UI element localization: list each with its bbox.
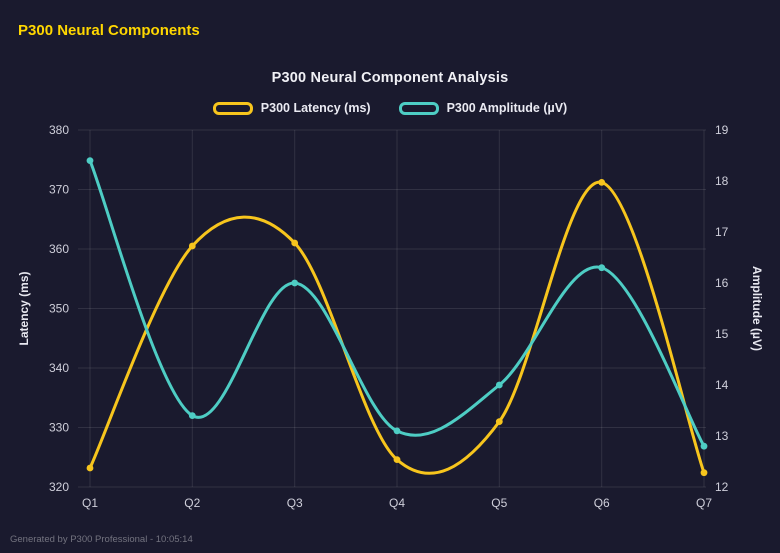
svg-text:Q4: Q4 bbox=[389, 496, 405, 510]
svg-text:360: 360 bbox=[49, 242, 69, 256]
svg-text:18: 18 bbox=[715, 174, 729, 188]
svg-text:Q1: Q1 bbox=[82, 496, 98, 510]
legend-swatch-icon bbox=[398, 101, 439, 115]
page-title: P300 Neural Components bbox=[18, 22, 200, 39]
data-point bbox=[188, 412, 196, 419]
svg-text:350: 350 bbox=[49, 302, 69, 316]
legend-label: P300 Amplitude (µV) bbox=[446, 101, 568, 115]
legend-item-1[interactable]: P300 Amplitude (µV) bbox=[398, 101, 568, 115]
svg-text:380: 380 bbox=[49, 123, 69, 137]
svg-text:13: 13 bbox=[715, 429, 729, 443]
svg-text:16: 16 bbox=[715, 276, 729, 290]
svg-text:Q3: Q3 bbox=[287, 496, 303, 510]
legend-label: P300 Latency (ms) bbox=[260, 101, 371, 115]
right-axis-title: Amplitude (µV) bbox=[750, 266, 764, 351]
svg-text:330: 330 bbox=[49, 421, 69, 435]
data-point bbox=[393, 427, 401, 435]
chart-title: P300 Neural Component Analysis bbox=[271, 70, 509, 86]
left-axis-title: Latency (ms) bbox=[17, 271, 31, 345]
data-point bbox=[188, 242, 196, 250]
grid-lines bbox=[78, 129, 706, 488]
svg-text:12: 12 bbox=[715, 480, 729, 494]
svg-text:320: 320 bbox=[49, 480, 69, 494]
svg-text:17: 17 bbox=[715, 225, 729, 239]
svg-text:15: 15 bbox=[715, 327, 729, 341]
svg-text:340: 340 bbox=[49, 361, 69, 375]
data-point bbox=[598, 179, 606, 186]
svg-text:Q6: Q6 bbox=[594, 496, 610, 510]
svg-text:Q5: Q5 bbox=[491, 496, 507, 510]
data-point bbox=[393, 456, 401, 463]
svg-text:19: 19 bbox=[715, 123, 729, 137]
data-point bbox=[291, 279, 299, 287]
svg-text:370: 370 bbox=[49, 183, 69, 197]
svg-text:Q2: Q2 bbox=[184, 496, 200, 510]
svg-text:14: 14 bbox=[715, 378, 729, 392]
footer-text: Generated by P300 Professional - 10:05:1… bbox=[10, 534, 193, 545]
data-point bbox=[495, 418, 503, 425]
svg-text:Q7: Q7 bbox=[696, 496, 712, 510]
legend-swatch-icon bbox=[212, 101, 253, 115]
data-point bbox=[495, 381, 503, 389]
chart-legend: P300 Latency (ms) P300 Amplitude (µV) bbox=[0, 101, 780, 115]
legend-item-0[interactable]: P300 Latency (ms) bbox=[212, 101, 371, 115]
data-point bbox=[700, 442, 708, 450]
data-point bbox=[86, 464, 94, 472]
data-point bbox=[291, 239, 299, 247]
data-point bbox=[86, 157, 94, 165]
data-point bbox=[700, 469, 708, 477]
data-point bbox=[598, 264, 606, 272]
axis-ticks: 320 330 340 350 360 370 380 12 13 14 15 16 17 18 19 Q1 Q… bbox=[49, 123, 729, 510]
